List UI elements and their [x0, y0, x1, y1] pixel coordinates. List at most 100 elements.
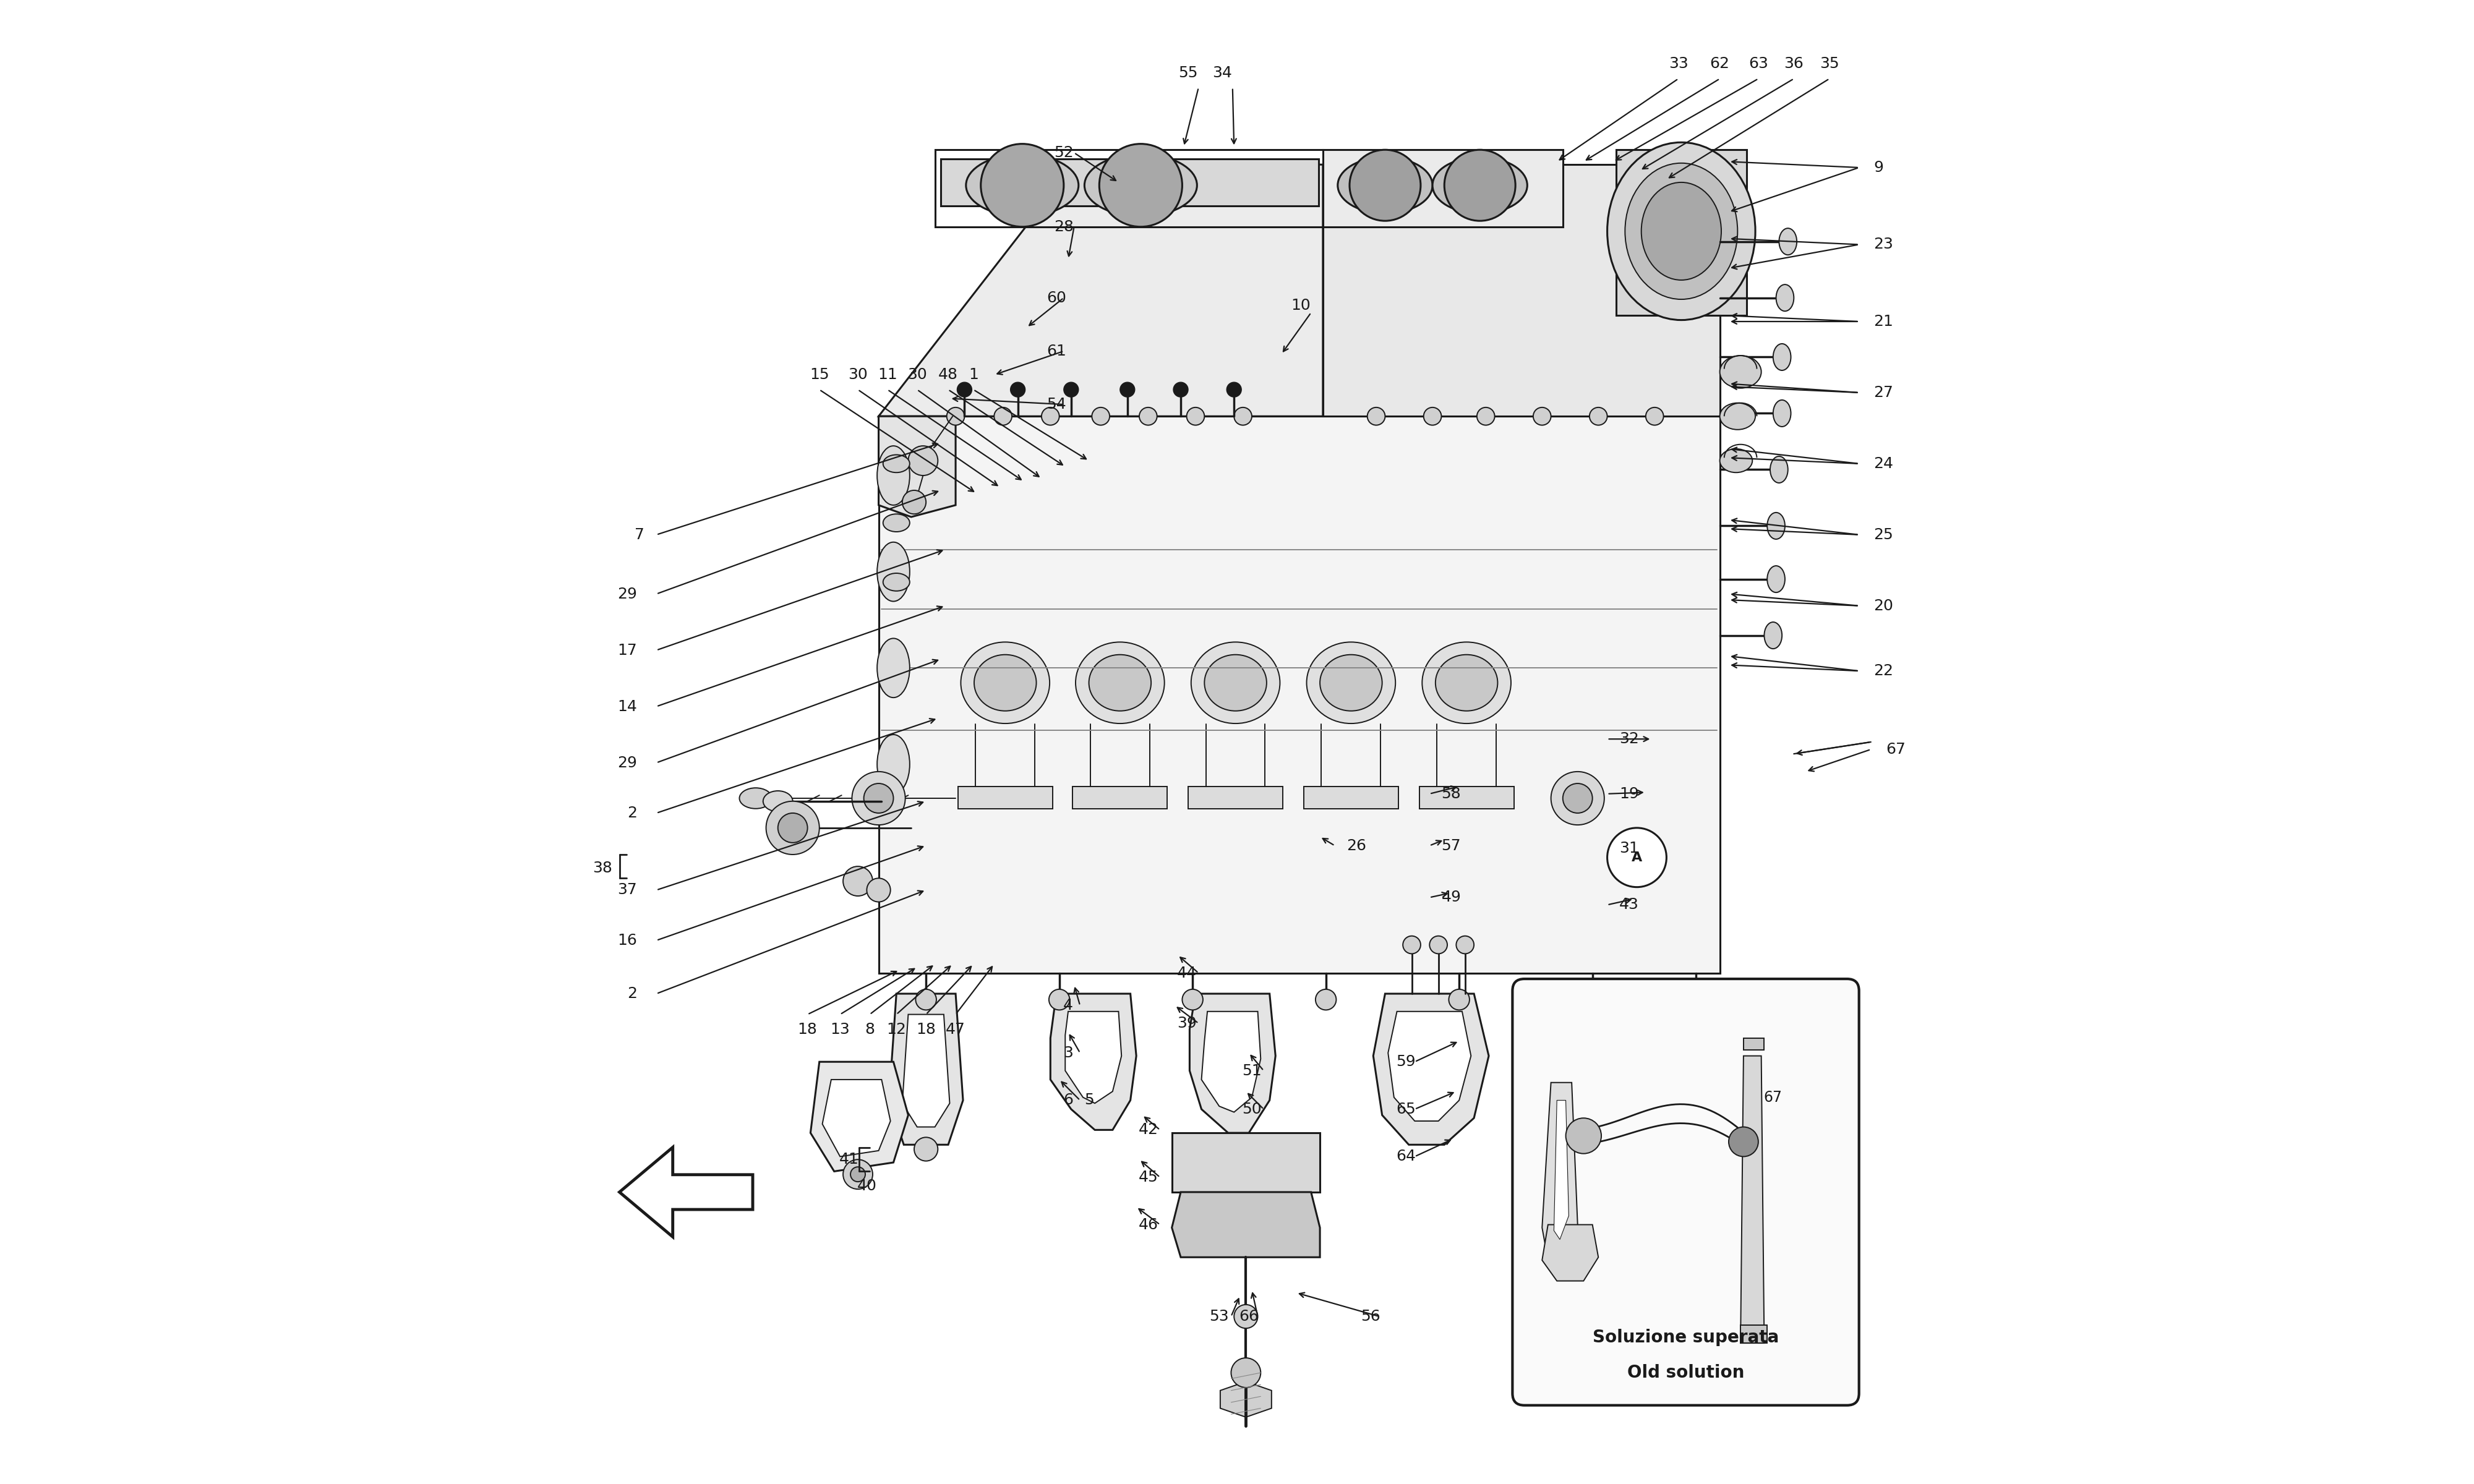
Text: 42: 42 — [1138, 1122, 1158, 1137]
Circle shape — [844, 867, 873, 896]
Polygon shape — [1220, 1382, 1272, 1417]
Ellipse shape — [960, 643, 1049, 724]
Circle shape — [1188, 408, 1205, 424]
Polygon shape — [1066, 1012, 1121, 1103]
Circle shape — [1042, 408, 1059, 424]
Text: 5: 5 — [1084, 1092, 1094, 1107]
Circle shape — [866, 879, 891, 902]
Text: 1: 1 — [967, 368, 977, 383]
FancyBboxPatch shape — [1512, 979, 1858, 1405]
Circle shape — [844, 1159, 873, 1189]
Ellipse shape — [1084, 154, 1197, 217]
Ellipse shape — [1774, 344, 1791, 371]
Ellipse shape — [1321, 654, 1383, 711]
Polygon shape — [878, 165, 1324, 417]
Text: 44: 44 — [1178, 966, 1197, 981]
Polygon shape — [957, 787, 1051, 809]
Text: 28: 28 — [1054, 220, 1074, 234]
Ellipse shape — [1766, 512, 1784, 539]
Text: 3: 3 — [1064, 1046, 1074, 1061]
Text: 10: 10 — [1291, 298, 1311, 313]
Ellipse shape — [1766, 565, 1784, 592]
Circle shape — [1403, 936, 1420, 954]
Text: 43: 43 — [1618, 898, 1638, 913]
Text: 34: 34 — [1212, 65, 1232, 80]
Polygon shape — [1074, 787, 1168, 809]
Text: Old solution: Old solution — [1628, 1364, 1744, 1382]
Text: 62: 62 — [1710, 56, 1729, 71]
Circle shape — [1608, 828, 1667, 887]
Circle shape — [1064, 383, 1079, 398]
Ellipse shape — [878, 735, 910, 794]
Ellipse shape — [1089, 654, 1150, 711]
Circle shape — [995, 408, 1012, 424]
Circle shape — [1235, 408, 1252, 424]
Polygon shape — [1190, 994, 1277, 1132]
Text: 12: 12 — [886, 1022, 905, 1037]
Text: 7: 7 — [636, 527, 646, 542]
Circle shape — [1235, 1304, 1257, 1328]
Text: 18: 18 — [915, 1022, 935, 1037]
Circle shape — [777, 813, 807, 843]
Polygon shape — [1212, 809, 1262, 920]
Text: 41: 41 — [839, 1152, 858, 1166]
Text: 53: 53 — [1210, 1309, 1230, 1324]
Text: 27: 27 — [1873, 386, 1893, 401]
Polygon shape — [1188, 787, 1284, 809]
Text: 61: 61 — [1047, 344, 1066, 359]
Circle shape — [908, 445, 938, 475]
Circle shape — [1685, 990, 1707, 1011]
Polygon shape — [811, 1063, 908, 1171]
Circle shape — [1445, 150, 1517, 221]
Polygon shape — [940, 159, 1319, 206]
Circle shape — [1729, 1126, 1759, 1156]
Circle shape — [903, 490, 925, 513]
Circle shape — [1091, 408, 1111, 424]
Text: 8: 8 — [866, 1022, 876, 1037]
Text: 31: 31 — [1618, 841, 1638, 856]
Polygon shape — [1744, 1039, 1764, 1051]
Ellipse shape — [1776, 285, 1794, 312]
Polygon shape — [1098, 809, 1145, 920]
Circle shape — [1551, 772, 1603, 825]
Ellipse shape — [1719, 356, 1761, 389]
Polygon shape — [1742, 1057, 1764, 1343]
Polygon shape — [1173, 1132, 1321, 1192]
Circle shape — [851, 1166, 866, 1181]
Text: 24: 24 — [1873, 456, 1893, 470]
Ellipse shape — [1764, 622, 1781, 649]
Polygon shape — [903, 1015, 950, 1126]
Ellipse shape — [883, 513, 910, 531]
Ellipse shape — [762, 791, 792, 812]
Circle shape — [948, 408, 965, 424]
Ellipse shape — [1338, 157, 1432, 214]
Ellipse shape — [1719, 404, 1757, 429]
Ellipse shape — [1625, 163, 1737, 300]
Text: 54: 54 — [1047, 398, 1066, 413]
Circle shape — [851, 772, 905, 825]
Circle shape — [1450, 990, 1470, 1011]
Ellipse shape — [1423, 643, 1512, 724]
Text: 23: 23 — [1873, 237, 1893, 252]
Polygon shape — [821, 1079, 891, 1156]
Text: 4: 4 — [1064, 999, 1074, 1014]
Circle shape — [1581, 990, 1603, 1011]
Circle shape — [1049, 990, 1069, 1011]
Text: 20: 20 — [1873, 598, 1893, 613]
Circle shape — [1316, 990, 1336, 1011]
Text: 22: 22 — [1873, 663, 1893, 678]
Ellipse shape — [878, 542, 910, 601]
Circle shape — [1534, 408, 1551, 424]
Text: A: A — [1630, 852, 1643, 864]
Ellipse shape — [1435, 654, 1497, 711]
Text: 33: 33 — [1667, 56, 1687, 71]
Text: 59: 59 — [1395, 1054, 1415, 1068]
Polygon shape — [618, 1147, 752, 1236]
Ellipse shape — [1779, 229, 1796, 255]
Text: 60: 60 — [1047, 291, 1066, 306]
Ellipse shape — [1076, 643, 1165, 724]
Text: 56: 56 — [1361, 1309, 1380, 1324]
Ellipse shape — [975, 654, 1037, 711]
Circle shape — [1121, 383, 1136, 398]
Circle shape — [1457, 936, 1475, 954]
